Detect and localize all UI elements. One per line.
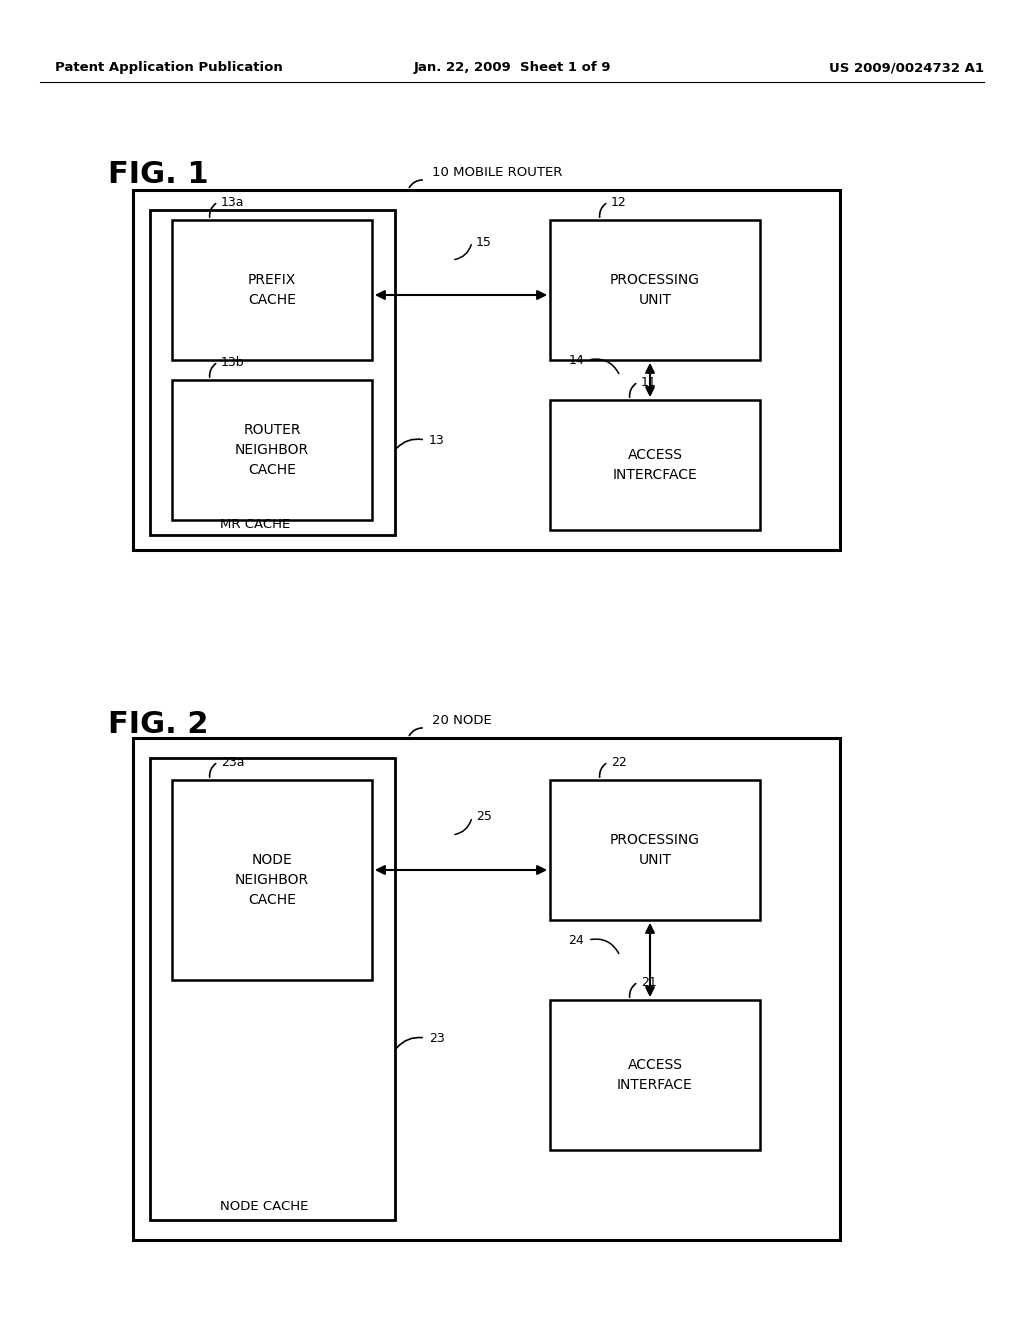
Bar — [133, 190, 840, 550]
Text: NODE
NEIGHBOR
CACHE: NODE NEIGHBOR CACHE — [234, 854, 309, 907]
Text: 10 MOBILE ROUTER: 10 MOBILE ROUTER — [432, 165, 562, 178]
Text: 21: 21 — [641, 975, 656, 989]
Text: 25: 25 — [476, 810, 492, 824]
Text: ACCESS
INTERCFACE: ACCESS INTERCFACE — [612, 449, 697, 482]
Text: 13b: 13b — [221, 355, 245, 368]
Text: 15: 15 — [476, 235, 492, 248]
Bar — [550, 780, 760, 920]
Text: FIG. 2: FIG. 2 — [108, 710, 209, 739]
Text: 11: 11 — [641, 375, 656, 388]
Bar — [172, 780, 372, 979]
Text: 22: 22 — [611, 755, 627, 768]
Text: 20 NODE: 20 NODE — [432, 714, 492, 726]
Text: 14: 14 — [568, 354, 584, 367]
Bar — [133, 738, 840, 1239]
Text: 23a: 23a — [221, 755, 245, 768]
Bar — [172, 220, 372, 360]
Bar — [550, 1001, 760, 1150]
Bar — [172, 380, 372, 520]
Text: FIG. 1: FIG. 1 — [108, 160, 209, 189]
Bar — [150, 210, 395, 535]
Text: NODE CACHE: NODE CACHE — [220, 1200, 308, 1213]
Text: 13: 13 — [429, 433, 444, 446]
Text: 12: 12 — [611, 195, 627, 209]
Text: 23: 23 — [429, 1031, 444, 1044]
Text: US 2009/0024732 A1: US 2009/0024732 A1 — [829, 62, 984, 74]
Bar — [550, 220, 760, 360]
Text: PROCESSING
UNIT: PROCESSING UNIT — [610, 833, 700, 867]
Text: 13a: 13a — [221, 195, 245, 209]
Text: Patent Application Publication: Patent Application Publication — [55, 62, 283, 74]
Text: ACCESS
INTERFACE: ACCESS INTERFACE — [617, 1059, 693, 1092]
Text: PROCESSING
UNIT: PROCESSING UNIT — [610, 273, 700, 306]
Text: 24: 24 — [568, 933, 584, 946]
Bar — [150, 758, 395, 1220]
Text: ROUTER
NEIGHBOR
CACHE: ROUTER NEIGHBOR CACHE — [234, 424, 309, 477]
Text: MR CACHE: MR CACHE — [220, 517, 290, 531]
Text: PREFIX
CACHE: PREFIX CACHE — [248, 273, 296, 306]
Bar — [550, 400, 760, 531]
Text: Jan. 22, 2009  Sheet 1 of 9: Jan. 22, 2009 Sheet 1 of 9 — [414, 62, 610, 74]
